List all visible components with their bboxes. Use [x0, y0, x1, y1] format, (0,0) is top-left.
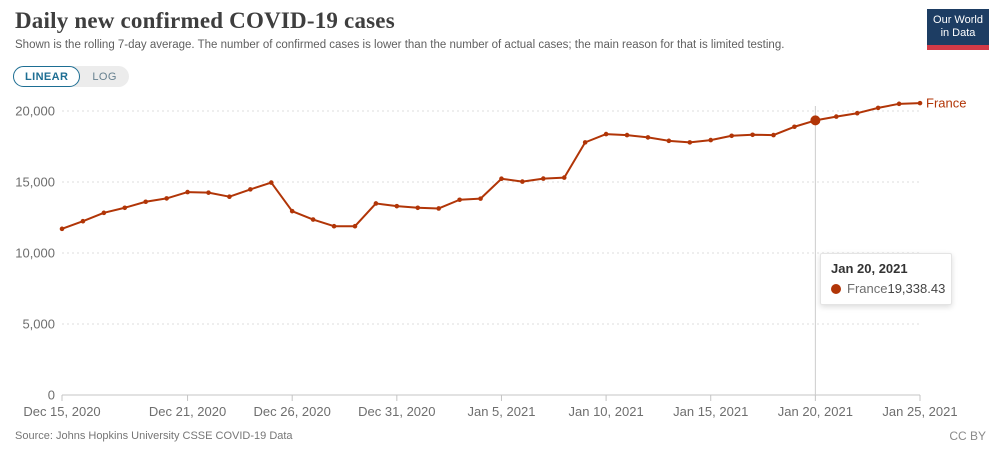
owid-logo-line2: in Data — [940, 27, 976, 39]
data-point[interactable] — [875, 105, 881, 111]
data-point[interactable] — [164, 196, 169, 201]
data-point[interactable] — [143, 199, 149, 205]
data-point[interactable] — [185, 189, 190, 195]
data-point[interactable] — [415, 205, 421, 211]
data-point[interactable] — [833, 114, 839, 119]
y-tick-label: 5,000 — [22, 317, 55, 332]
owid-logo-line1: Our World — [933, 14, 983, 26]
data-point[interactable] — [708, 137, 714, 143]
owid-logo[interactable]: Our World in Data — [927, 9, 989, 50]
y-tick-label: 15,000 — [15, 175, 55, 190]
data-point[interactable] — [917, 100, 923, 106]
tooltip-row: France 19,338.43 — [831, 281, 945, 296]
data-point[interactable] — [373, 201, 379, 206]
y-tick-label: 10,000 — [15, 246, 55, 261]
x-tick-label: Dec 15, 2020 — [23, 404, 100, 419]
data-point[interactable] — [289, 208, 295, 214]
page-subtitle: Shown is the rolling 7-day average. The … — [15, 39, 785, 51]
data-point[interactable] — [248, 187, 253, 192]
x-tick-label: Dec 31, 2020 — [358, 404, 435, 419]
x-tick-label: Dec 26, 2020 — [254, 404, 331, 419]
tooltip-series-name: France — [847, 281, 888, 296]
x-tick-label: Jan 15, 2021 — [673, 404, 748, 419]
y-tick-label: 0 — [48, 388, 55, 403]
data-point[interactable] — [624, 132, 630, 138]
data-point[interactable] — [792, 124, 797, 130]
data-point[interactable] — [478, 196, 483, 201]
data-point[interactable] — [771, 132, 776, 138]
data-point[interactable] — [645, 135, 651, 140]
data-point[interactable] — [101, 210, 107, 216]
data-point[interactable] — [561, 175, 567, 180]
y-tick-label: 20,000 — [15, 104, 55, 119]
data-point[interactable] — [331, 223, 337, 229]
highlighted-data-point[interactable] — [810, 115, 821, 126]
source-note: Source: Johns Hopkins University CSSE CO… — [15, 430, 293, 442]
series-color-dot-icon — [831, 283, 841, 294]
x-tick-label: Jan 5, 2021 — [467, 404, 535, 419]
linear-toggle-button[interactable]: LINEAR — [13, 66, 81, 87]
data-point[interactable] — [80, 218, 86, 224]
data-point[interactable] — [499, 176, 504, 182]
data-point[interactable] — [666, 138, 672, 144]
x-tick-label: Jan 10, 2021 — [569, 404, 644, 419]
data-point[interactable] — [394, 203, 400, 209]
line-chart-svg: 0 5,000 10,000 15,000 20,000 Dec 15, 2020 Dec … — [15, 96, 966, 419]
data-point[interactable] — [750, 132, 755, 138]
data-point[interactable] — [268, 180, 274, 185]
x-tick-label: Dec 21, 2020 — [149, 404, 226, 419]
series-end-label: France — [926, 96, 966, 111]
log-toggle-button[interactable]: LOG — [92, 70, 117, 83]
data-point[interactable] — [310, 217, 316, 222]
data-point[interactable] — [122, 205, 128, 211]
data-point[interactable] — [854, 110, 860, 116]
data-point[interactable] — [896, 101, 902, 107]
data-point[interactable] — [729, 133, 734, 139]
data-point[interactable] — [352, 223, 358, 229]
tooltip-series-value: 19,338.43 — [887, 281, 946, 296]
tooltip-date: Jan 20, 2021 — [831, 261, 908, 276]
x-tick-label: Jan 25, 2021 — [882, 404, 957, 419]
data-point[interactable] — [227, 194, 232, 199]
license-link[interactable]: CC BY — [949, 429, 986, 443]
data-point[interactable] — [436, 206, 441, 211]
scale-toggle: LINEAR LOG — [13, 66, 129, 87]
data-point[interactable] — [541, 176, 546, 181]
page-title: Daily new confirmed COVID-19 cases — [15, 8, 395, 33]
data-point[interactable] — [520, 179, 525, 184]
data-point[interactable] — [206, 190, 211, 195]
x-tick-label: Jan 20, 2021 — [778, 404, 853, 419]
data-point[interactable] — [59, 226, 65, 232]
data-point[interactable] — [457, 197, 462, 203]
france-series-line[interactable] — [61, 102, 921, 230]
hover-tooltip: Jan 20, 2021 France 19,338.43 — [820, 253, 952, 305]
data-point[interactable] — [603, 131, 609, 137]
chart-area: 0 5,000 10,000 15,000 20,000 Dec 15, 2020 Dec … — [0, 92, 1000, 427]
data-point[interactable] — [582, 140, 588, 145]
data-point[interactable] — [687, 140, 693, 145]
